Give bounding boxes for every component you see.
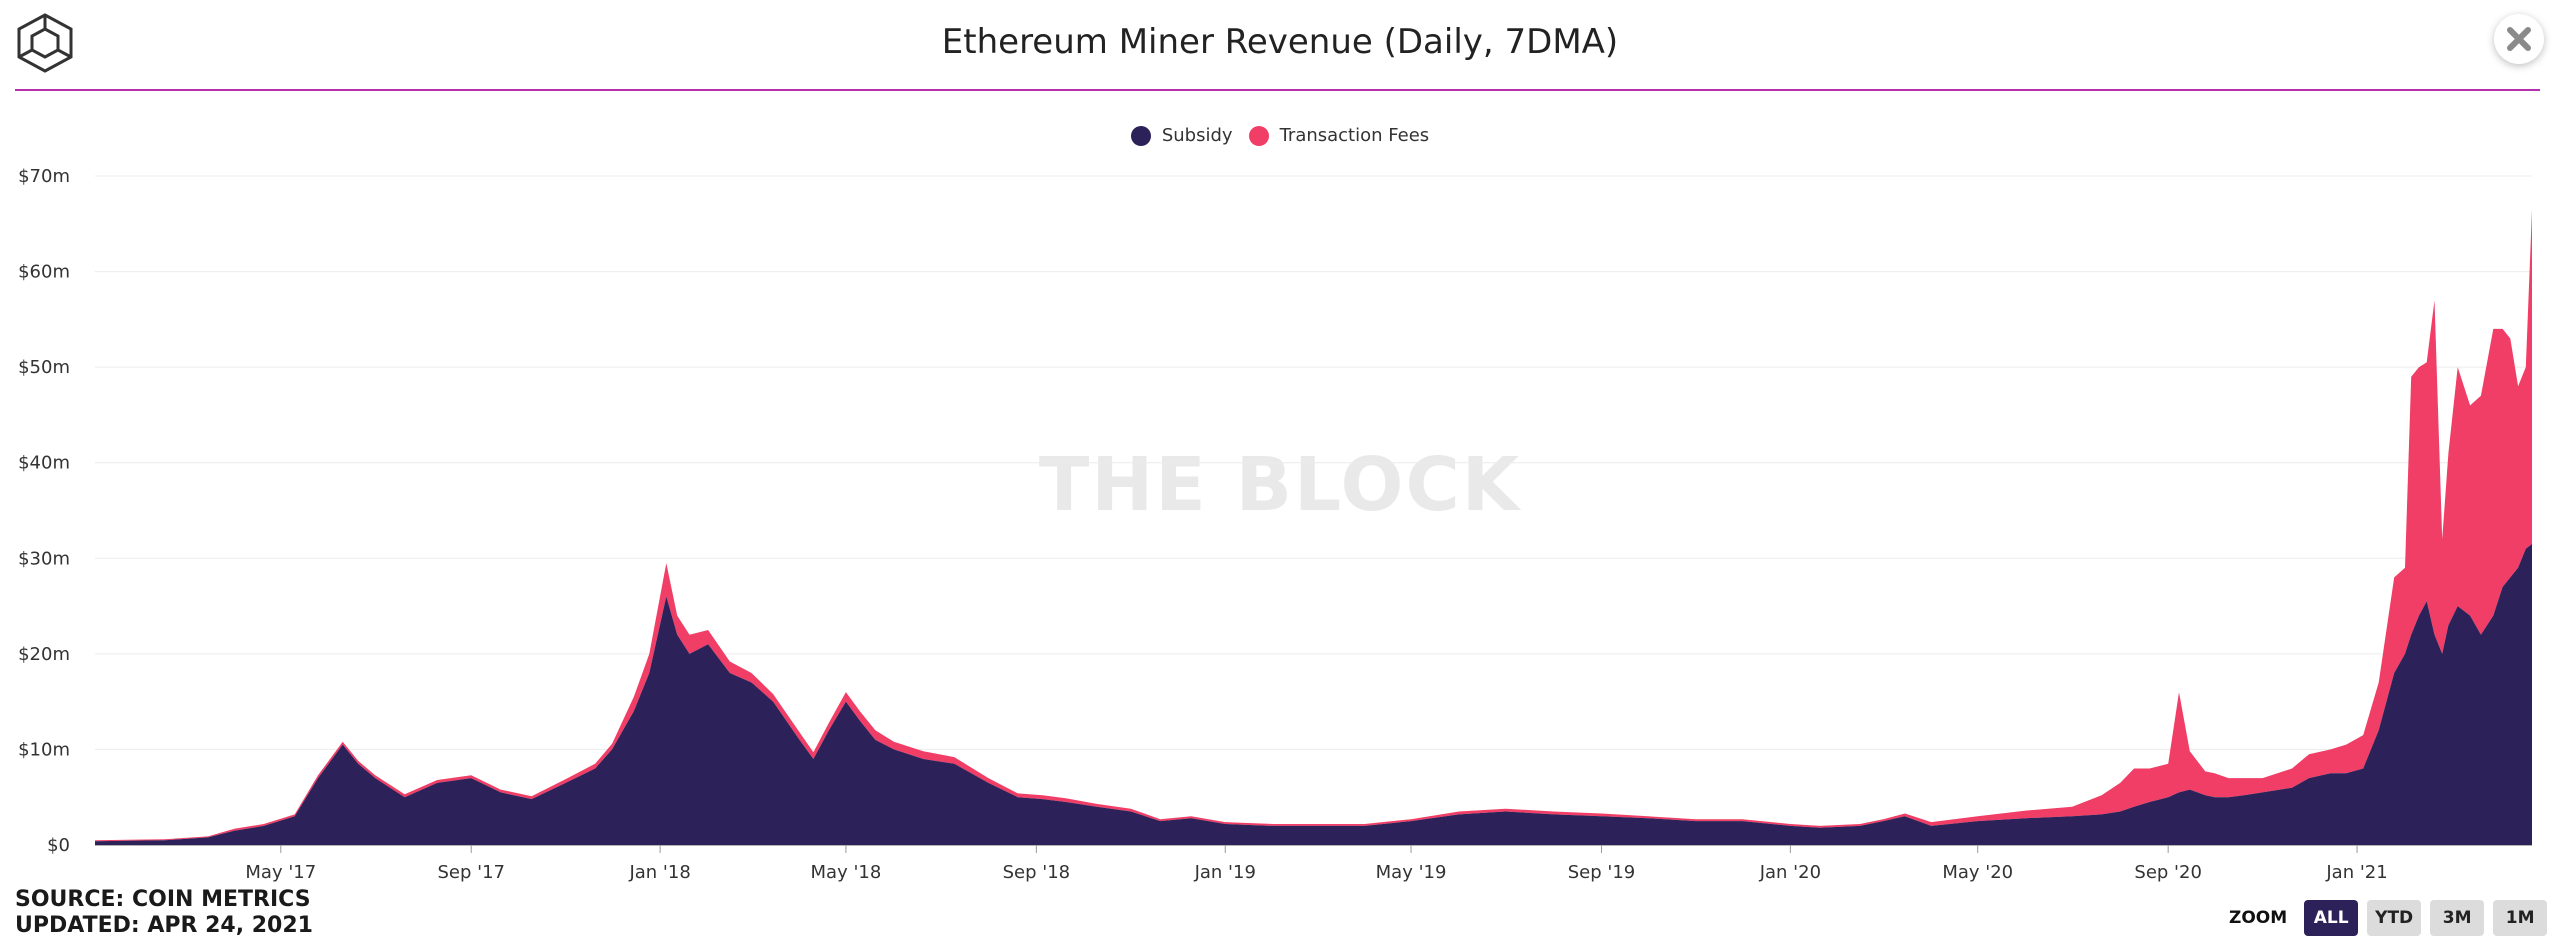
x-tick-label: May '20 xyxy=(1942,862,2013,883)
legend-label-transaction-fees: Transaction Fees xyxy=(1279,125,1430,146)
y-tick-label: $20m xyxy=(18,644,70,665)
x-tick-label: Jan '20 xyxy=(1759,862,1821,883)
legend-item-subsidy[interactable]: Subsidy xyxy=(1130,125,1233,146)
x-tick-label: Sep '17 xyxy=(437,862,505,883)
x-tick-label: Sep '18 xyxy=(1003,862,1071,883)
watermark: THE BLOCK xyxy=(1038,442,1522,528)
zoom-button-1m[interactable]: 1M xyxy=(2493,900,2548,936)
x-tick-label: May '17 xyxy=(245,862,316,883)
x-tick-label: Sep '20 xyxy=(2134,862,2202,883)
x-tick-label: Jan '18 xyxy=(628,862,690,883)
area-transaction-fees xyxy=(95,209,2532,842)
area-subsidy xyxy=(95,544,2532,845)
y-tick-label: $50m xyxy=(18,357,70,378)
updated-text: UPDATED: APR 24, 2021 xyxy=(15,913,313,938)
x-tick-label: May '19 xyxy=(1376,862,1447,883)
close-button[interactable] xyxy=(2494,14,2544,64)
x-axis: May '17 Sep '17 Jan '18 May '18 Sep '18 Jan '… xyxy=(245,845,2388,883)
legend-swatch-transaction-fees xyxy=(1248,125,1269,146)
zoom-controls: ZOOM ALL YTD 3M 1M xyxy=(2229,900,2548,936)
legend-item-transaction-fees[interactable]: Transaction Fees xyxy=(1248,125,1430,146)
x-tick-label: Jan '21 xyxy=(2325,862,2387,883)
legend-swatch-subsidy xyxy=(1130,125,1151,146)
zoom-button-all[interactable]: ALL xyxy=(2304,900,2359,936)
series-areas xyxy=(95,209,2532,845)
source-text: SOURCE: COIN METRICS xyxy=(15,887,311,912)
y-tick-label: $40m xyxy=(18,453,70,474)
close-icon xyxy=(2507,27,2531,51)
x-tick-label: May '18 xyxy=(811,862,882,883)
zoom-button-ytd[interactable]: YTD xyxy=(2367,900,2422,936)
chart-legend: Subsidy Transaction Fees xyxy=(0,125,2560,146)
x-tick-label: Jan '19 xyxy=(1194,862,1256,883)
y-tick-label: $70m xyxy=(18,166,70,187)
x-tick-label: Sep '19 xyxy=(1568,862,1636,883)
zoom-label: ZOOM xyxy=(2229,908,2288,928)
y-tick-label: $0 xyxy=(47,835,70,856)
zoom-button-3m[interactable]: 3M xyxy=(2430,900,2485,936)
y-axis: $0 $10m $20m $30m $40m $50m $60m $70m xyxy=(18,166,70,856)
y-tick-label: $60m xyxy=(18,262,70,283)
chart-title: Ethereum Miner Revenue (Daily, 7DMA) xyxy=(941,22,1619,62)
source-note: SOURCE: COIN METRICS UPDATED: APR 24, 20… xyxy=(15,887,313,939)
cube-logo-icon xyxy=(14,12,76,74)
y-tick-label: $30m xyxy=(18,548,70,569)
grid-lines xyxy=(95,175,2532,846)
y-tick-label: $10m xyxy=(18,739,70,760)
legend-label-subsidy: Subsidy xyxy=(1161,125,1233,146)
title-divider xyxy=(15,89,2540,91)
